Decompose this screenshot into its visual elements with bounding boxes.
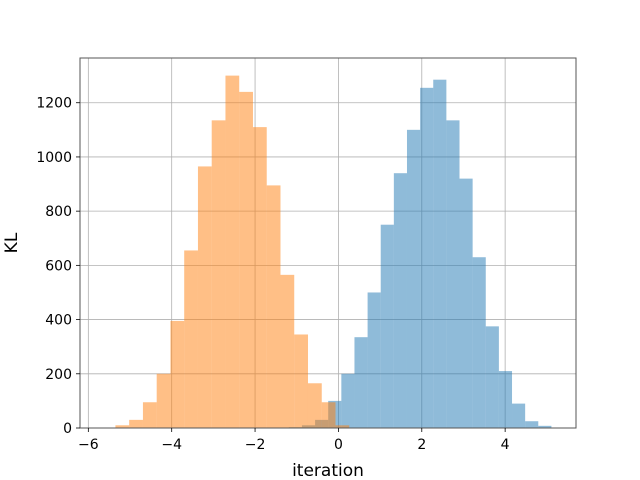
y-tick-label: 1000 [36,150,72,166]
y-tick-label: 800 [45,204,72,220]
plot-frame [79,57,577,429]
histogram-bar-series-2 [170,320,185,428]
histogram-bars [115,75,552,429]
y-tick-label: 400 [45,313,72,329]
x-tick-label: 4 [501,437,510,453]
histogram-bar-series-2 [211,120,226,428]
x-tick-label: −6 [78,437,99,453]
y-tick-label: 600 [45,258,72,274]
y-tick-label: 0 [63,421,72,437]
y-tick-label: 1200 [36,96,72,112]
x-tick-label: 2 [417,437,426,453]
histogram-bar-series-1 [498,371,513,428]
histogram-bar-series-2 [280,274,295,428]
histogram-bar-series-2 [115,425,130,428]
histogram-bar-series-1 [512,403,526,428]
histogram-bar-series-2 [335,425,350,428]
histogram-bar-series-2 [197,166,212,428]
histogram-bar-series-2 [156,373,171,428]
histogram-bar-series-1 [459,178,473,428]
histogram-bar-series-2 [252,127,267,428]
y-tick-label: 200 [45,367,72,383]
histogram-bar-series-1 [433,79,447,428]
histogram-bar-series-2 [239,91,253,428]
histogram-bar-series-2 [129,419,143,428]
x-tick-label: −2 [245,437,266,453]
y-axis-label: KL [2,232,22,253]
x-tick-label: −4 [161,437,182,453]
histogram-bar-series-1 [420,87,434,429]
histogram-bar-series-2 [266,185,281,428]
histogram-bar-series-1 [446,120,460,428]
x-tick-label: 0 [334,437,343,453]
histogram-bar-series-2 [321,402,336,428]
histogram-bar-series-1 [406,129,421,429]
histogram-bar-series-1 [472,257,486,428]
histogram-bar-series-1 [367,292,381,428]
histogram-bar-series-2 [307,383,322,428]
histogram-bar-series-2 [225,75,240,428]
histogram-bar-series-2 [294,334,308,428]
axis-ticks: −6 −4 −2 0 2 4 0 200 400 600 800 1000 1200 [36,96,509,453]
histogram-bar-series-1 [485,326,499,428]
histogram-bar-series-1 [393,173,407,428]
histogram-bar-series-1 [525,421,539,428]
histogram-bar-series-2 [184,250,198,428]
histogram-bar-series-2 [142,402,157,428]
histogram-bar-series-1 [380,224,394,428]
histogram-bar-series-1 [341,373,355,428]
x-axis-label: iteration [292,461,364,480]
histogram-bar-series-1 [354,337,368,428]
histogram-bar-series-1 [538,425,552,428]
